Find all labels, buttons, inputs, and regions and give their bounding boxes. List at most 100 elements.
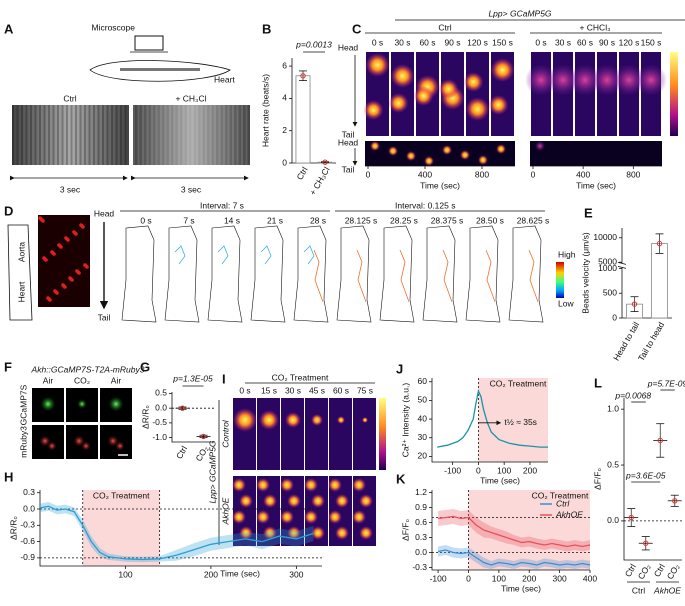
label: 75 s bbox=[357, 385, 373, 395]
blob bbox=[239, 526, 253, 540]
blob bbox=[287, 526, 301, 540]
y-axis-label: Heart rate (beats/s) bbox=[260, 74, 270, 147]
y-tick-label: 4 bbox=[282, 93, 287, 103]
label: Heart bbox=[214, 74, 235, 84]
calcium-frame bbox=[305, 398, 328, 470]
label: Microscope bbox=[92, 22, 136, 32]
heart-outline bbox=[250, 225, 286, 323]
label: 30 s bbox=[394, 37, 410, 47]
bead bbox=[55, 291, 59, 295]
kymograph-stripe bbox=[88, 105, 91, 165]
kymograph-stripe bbox=[120, 105, 122, 165]
bead-track bbox=[260, 245, 272, 265]
data-dot bbox=[672, 498, 678, 504]
data-line bbox=[438, 515, 591, 548]
calcium-frame bbox=[281, 398, 304, 470]
kymograph-stripe bbox=[115, 105, 118, 165]
y-tick-label: 5000 bbox=[598, 256, 617, 266]
label: Time (sec) bbox=[420, 180, 460, 190]
blob bbox=[263, 494, 277, 508]
blob bbox=[233, 408, 257, 432]
group-label: Ctrl bbox=[632, 585, 645, 595]
kymograph bbox=[12, 105, 129, 165]
y-tick-label: 60 bbox=[418, 376, 428, 386]
y-tick-label: -0.9 bbox=[20, 552, 35, 562]
data-dot bbox=[657, 437, 663, 444]
label: CO₂ Treatment bbox=[490, 378, 547, 388]
kymograph-stripe bbox=[137, 105, 140, 165]
x-tick-label: Ctrl bbox=[294, 165, 309, 182]
label: CO₂ bbox=[74, 375, 90, 385]
label: + CHCl₃ bbox=[579, 22, 610, 32]
bead-track bbox=[528, 249, 539, 303]
blob bbox=[465, 97, 490, 121]
kymograph-stripe bbox=[218, 105, 221, 165]
blob bbox=[311, 414, 323, 426]
label: 90 s bbox=[599, 37, 615, 47]
x-axis-label: Time (sec) bbox=[480, 475, 520, 485]
y-axis-label: Beads velocity (μm/s) bbox=[580, 232, 590, 314]
y-tick-label: 0.5 bbox=[607, 459, 619, 469]
label: Interval: 0.125 s bbox=[395, 200, 455, 210]
label: 0 s bbox=[535, 37, 546, 47]
label: 45 s bbox=[309, 385, 325, 395]
label: 150 s bbox=[641, 37, 662, 47]
blob bbox=[488, 95, 509, 115]
panel-label: I bbox=[222, 371, 226, 386]
axis bbox=[431, 490, 590, 571]
bead bbox=[74, 232, 78, 236]
label: Head bbox=[94, 208, 115, 218]
blob bbox=[547, 64, 579, 96]
colorbar bbox=[556, 262, 564, 298]
y-axis-label: ΔF/F₀ bbox=[400, 519, 410, 541]
y-tick-label: 2 bbox=[282, 125, 287, 135]
calcium-frame bbox=[329, 398, 352, 470]
bead-track bbox=[303, 245, 315, 265]
y-axis-label: ΔF/F₀ bbox=[592, 468, 602, 490]
blob bbox=[613, 64, 645, 96]
blob bbox=[635, 64, 667, 96]
microscope-icon bbox=[134, 35, 164, 51]
blob bbox=[359, 526, 373, 540]
label: Time (sec) bbox=[576, 180, 616, 190]
label: Head bbox=[338, 137, 359, 147]
kymograph-stripe bbox=[245, 105, 248, 165]
panel-label: K bbox=[396, 471, 406, 486]
error-band bbox=[40, 501, 314, 563]
y-tick-label: 0 bbox=[612, 312, 617, 322]
bead bbox=[85, 265, 89, 269]
p-value: p=0.0068 bbox=[614, 390, 651, 400]
axis bbox=[39, 490, 322, 567]
kymograph-stripe bbox=[70, 105, 73, 165]
y-tick-label: 0.3 bbox=[23, 487, 35, 497]
blob bbox=[77, 399, 87, 409]
kymograph-stripe bbox=[196, 105, 198, 165]
x-tick-label: CO₂ bbox=[636, 562, 653, 581]
bead bbox=[81, 225, 85, 229]
blob bbox=[115, 441, 125, 451]
kymograph-stripe bbox=[232, 105, 234, 165]
y-tick-label: -0.3 bbox=[20, 520, 35, 530]
colorbar bbox=[670, 52, 678, 136]
kymograph-stripe bbox=[111, 105, 113, 165]
error-band bbox=[438, 509, 590, 552]
label: 400 bbox=[576, 169, 590, 179]
calcium-frame bbox=[353, 398, 376, 470]
kymograph bbox=[365, 141, 515, 166]
blob bbox=[438, 79, 459, 99]
label: 28.625 s bbox=[517, 215, 550, 225]
label: 0 s bbox=[372, 37, 383, 47]
kymograph-stripe bbox=[205, 105, 207, 165]
panel-label: C bbox=[352, 21, 362, 36]
annotation: t½ ≈ 35s bbox=[504, 417, 537, 427]
heart-outline bbox=[121, 225, 157, 323]
label: Control bbox=[220, 419, 230, 448]
y-tick-label: -0.5 bbox=[152, 417, 167, 427]
panel-label: G bbox=[140, 359, 150, 374]
x-tick-label: -100 bbox=[444, 465, 461, 475]
kymograph-stripe bbox=[227, 105, 230, 165]
kymograph-stripe bbox=[97, 105, 100, 165]
data-dot bbox=[628, 514, 634, 521]
blob bbox=[496, 144, 506, 154]
blob bbox=[304, 478, 318, 492]
